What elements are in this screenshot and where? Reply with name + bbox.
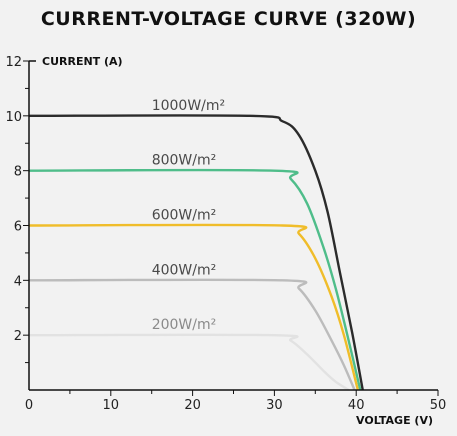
x-tick-label: 50 [430, 398, 447, 413]
x-tick-label: 30 [266, 398, 283, 413]
series-line-2 [28, 168, 362, 391]
y-tick-label: 12 [5, 55, 22, 70]
curve-group: 1000W/m² 800W/m² 600W/m² 400W/m² 200W/m² [28, 98, 364, 392]
x-tick-label: 10 [103, 398, 120, 413]
y-axis-title: CURRENT (A) [42, 55, 123, 68]
x-axis-title: VOLTAGE (V) [356, 414, 433, 427]
series-line-3 [28, 223, 359, 391]
chart-title: CURRENT-VOLTAGE CURVE (320W) [40, 8, 417, 30]
series-label-4: 400W/m² [152, 262, 217, 278]
y-tick-label: 2 [14, 329, 22, 344]
series-line-1 [28, 114, 364, 391]
x-tick-label: 40 [348, 398, 365, 413]
series-label-2: 800W/m² [152, 153, 217, 169]
series-label-5: 200W/m² [152, 317, 217, 333]
y-tick-label: 8 [14, 165, 22, 180]
series-line-5 [28, 333, 350, 392]
x-tick-label: 20 [184, 398, 201, 413]
y-tick-label: 10 [5, 110, 22, 125]
axes: 2 4 6 8 10 12 0 10 20 30 40 50 [5, 55, 446, 413]
series-label-3: 600W/m² [152, 208, 217, 224]
series-line-4 [28, 278, 356, 391]
y-tick-label: 6 [14, 220, 22, 235]
y-tick-label: 4 [14, 274, 22, 289]
x-tick-label: 0 [25, 398, 33, 413]
series-label-1: 1000W/m² [152, 98, 225, 114]
